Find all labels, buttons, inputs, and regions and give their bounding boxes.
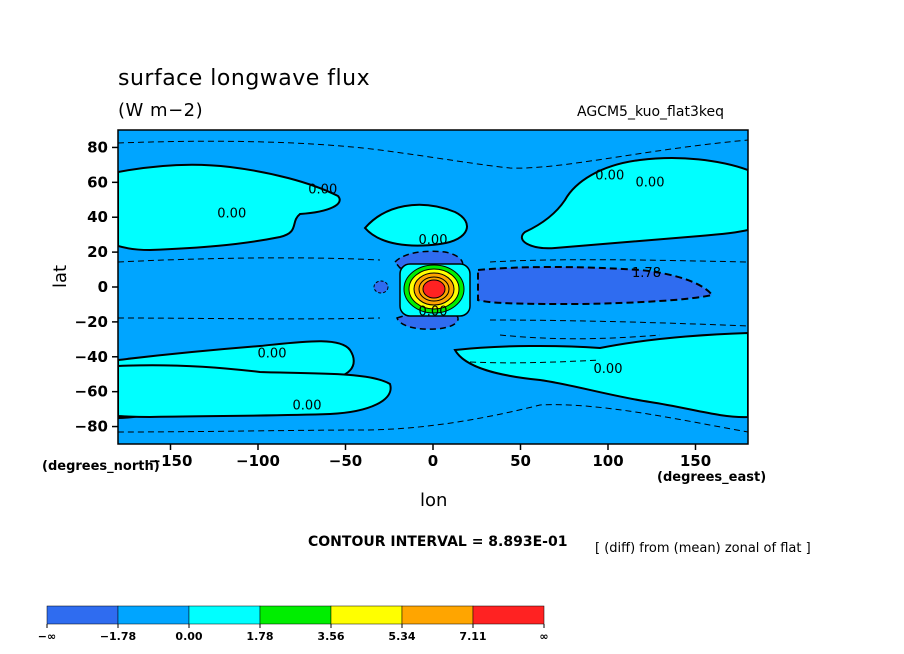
contour-label: 0.00 bbox=[419, 233, 448, 248]
contour-label: 0.00 bbox=[419, 304, 448, 319]
chart-title: surface longwave flux bbox=[118, 66, 371, 91]
colorbar-label: −1.78 bbox=[100, 630, 136, 643]
y-axis-units: (degrees_north) bbox=[42, 459, 160, 474]
region-positive-ne bbox=[520, 157, 748, 250]
colorbar-label: 1.78 bbox=[246, 630, 273, 643]
x-tick-label: −50 bbox=[329, 452, 362, 470]
region-negative-west-spot bbox=[373, 280, 389, 294]
diff-note: [ (diff) from (mean) zonal of flat ] bbox=[595, 541, 811, 556]
y-tick-label: −60 bbox=[75, 383, 108, 401]
contour-label: 0.00 bbox=[636, 175, 665, 190]
x-tick-label: −150 bbox=[149, 452, 193, 470]
contour-label: 0.00 bbox=[258, 346, 287, 361]
y-tick-label: −20 bbox=[75, 313, 108, 331]
region-negative-equatorial bbox=[477, 266, 714, 306]
anomaly-level-4 bbox=[422, 279, 446, 299]
x-axis-label: lon bbox=[420, 490, 448, 511]
run-label: AGCM5_kuo_flat3keq bbox=[577, 104, 724, 120]
plot-area bbox=[118, 130, 748, 444]
contour-interval: CONTOUR INTERVAL = 8.893E-01 bbox=[308, 534, 568, 550]
colorbar-swatch bbox=[46, 605, 119, 625]
y-tick-label: −40 bbox=[75, 348, 108, 366]
colorbar-label: −∞ bbox=[38, 630, 56, 643]
contour-label: 0.00 bbox=[595, 168, 624, 183]
colorbar-label: 7.11 bbox=[459, 630, 486, 643]
y-tick-label: 0 bbox=[98, 278, 108, 296]
colorbar-swatch bbox=[330, 605, 403, 625]
colorbar-swatch bbox=[401, 605, 474, 625]
colorbar: −∞ −1.78 0.00 1.78 3.56 5.34 7.11 ∞ bbox=[38, 605, 549, 643]
colorbar-swatch bbox=[259, 605, 332, 625]
x-tick-label: 100 bbox=[592, 452, 623, 470]
colorbar-label: 3.56 bbox=[317, 630, 344, 643]
x-tick-label: 150 bbox=[680, 452, 711, 470]
y-tick-label: 40 bbox=[87, 208, 108, 226]
contour-label: 0.00 bbox=[594, 362, 623, 377]
colorbar-swatch bbox=[188, 605, 261, 625]
region-positive-nw-2 bbox=[363, 203, 468, 247]
x-axis-units: (degrees_east) bbox=[657, 470, 767, 485]
x-tick-label: −100 bbox=[236, 452, 280, 470]
colorbar-swatch bbox=[117, 605, 190, 625]
region-positive-nw bbox=[118, 163, 341, 252]
y-axis: 80 60 40 20 0 −20 −40 −60 −80 bbox=[75, 138, 118, 436]
contour-label: 1.78 bbox=[632, 266, 661, 281]
y-tick-label: 80 bbox=[87, 138, 108, 156]
colorbar-label: 0.00 bbox=[175, 630, 202, 643]
contour-labels: 0.00 0.00 0.00 0.00 0.00 1.78 0.00 0.00 0.00 0.00 bbox=[217, 168, 664, 413]
contour-label: 0.00 bbox=[308, 182, 337, 197]
chart-units: (W m−2) bbox=[118, 100, 204, 121]
x-axis: −150 −100 −50 0 50 100 150 bbox=[149, 444, 711, 470]
x-tick-label: 0 bbox=[428, 452, 438, 470]
contour-label: 0.00 bbox=[293, 399, 322, 414]
y-tick-label: 60 bbox=[87, 173, 108, 191]
y-axis-label: lat bbox=[50, 264, 71, 288]
negative-contour-lines bbox=[118, 139, 748, 433]
y-tick-label: −80 bbox=[75, 418, 108, 436]
region-negative-south-lobe bbox=[396, 312, 459, 330]
colorbar-label: 5.34 bbox=[388, 630, 415, 643]
region-positive-se bbox=[453, 331, 748, 419]
contour-label: 0.00 bbox=[217, 207, 246, 222]
colorbar-label: ∞ bbox=[539, 630, 548, 643]
x-tick-label: 50 bbox=[510, 452, 531, 470]
colorbar-swatch bbox=[472, 605, 545, 625]
y-tick-label: 20 bbox=[87, 243, 108, 261]
region-positive-sw-2 bbox=[118, 364, 392, 419]
